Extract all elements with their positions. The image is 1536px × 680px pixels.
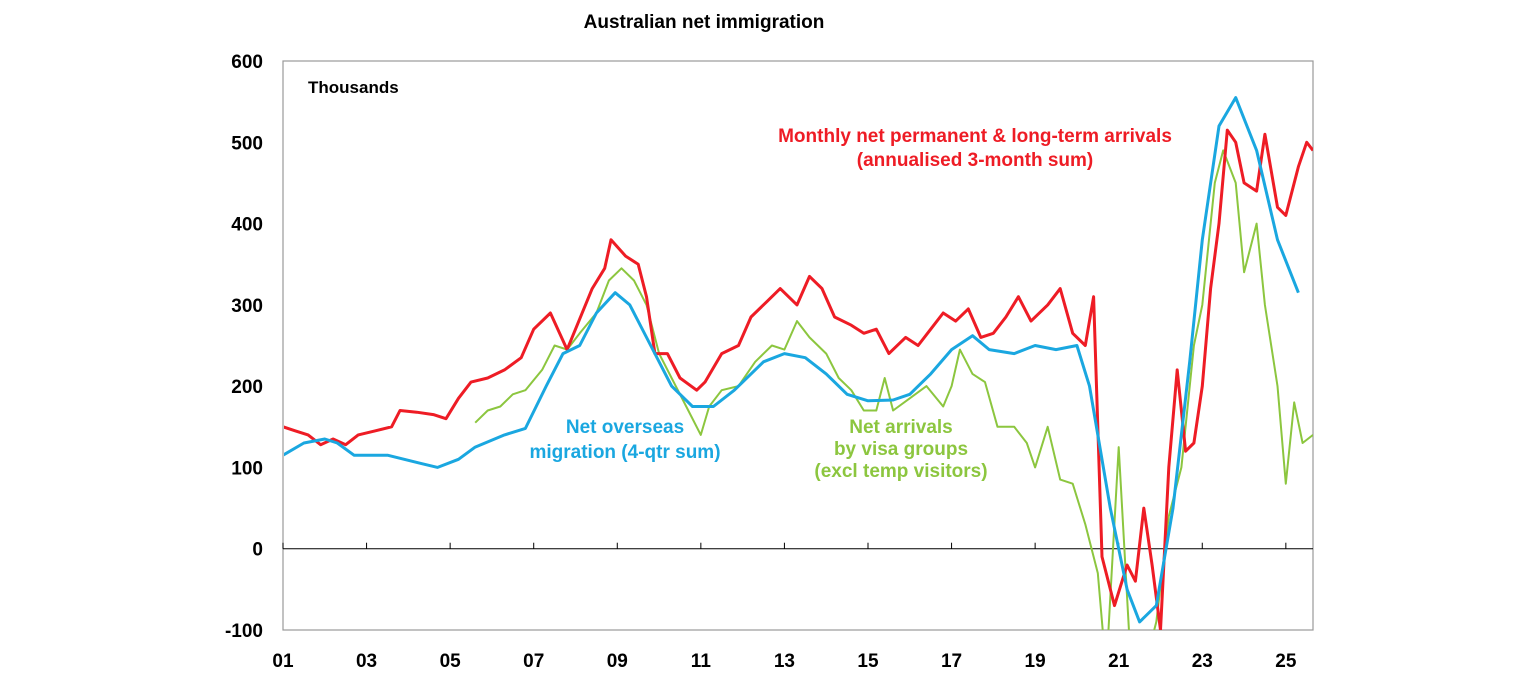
series-annotation: Net overseas [566, 417, 684, 438]
x-tick-label: 15 [857, 651, 879, 672]
series-annotation: (excl temp visitors) [814, 461, 987, 482]
x-tick-label: 17 [941, 651, 962, 672]
y-tick-label: 400 [231, 215, 263, 236]
series-annotation: (annualised 3-month sum) [857, 150, 1093, 171]
y-axis-label: Thousands [308, 78, 399, 97]
y-tick-label: 0 [252, 540, 263, 561]
chart-title: Australian net immigration [584, 12, 825, 33]
x-tick-label: 05 [440, 651, 462, 672]
x-tick-label: 03 [356, 651, 377, 672]
x-tick-label: 09 [607, 651, 628, 672]
series-line-1 [284, 96, 1300, 624]
x-tick-label: 11 [691, 651, 712, 672]
series-annotation: Monthly net permanent & long-term arriva… [778, 126, 1172, 147]
series-annotation: Net arrivals [849, 417, 953, 438]
series-line-2 [474, 149, 1313, 630]
x-tick-label: 13 [774, 651, 795, 672]
y-tick-label: 300 [231, 296, 263, 317]
x-tick-label: 19 [1025, 651, 1046, 672]
series-annotation: migration (4-qtr sum) [529, 442, 720, 463]
series-line-0 [284, 128, 1313, 630]
y-tick-label: 200 [231, 377, 263, 398]
y-tick-label: -100 [225, 621, 263, 642]
x-tick-label: 07 [523, 651, 544, 672]
y-tick-label: 100 [231, 458, 263, 479]
y-tick-label: 500 [231, 133, 263, 154]
y-tick-label: 600 [231, 52, 263, 73]
series-annotation: by visa groups [834, 439, 968, 460]
x-tick-label: 21 [1108, 651, 1130, 672]
x-tick-label: 25 [1275, 651, 1297, 672]
x-tick-label: 23 [1192, 651, 1213, 672]
x-tick-label: 01 [272, 651, 294, 672]
